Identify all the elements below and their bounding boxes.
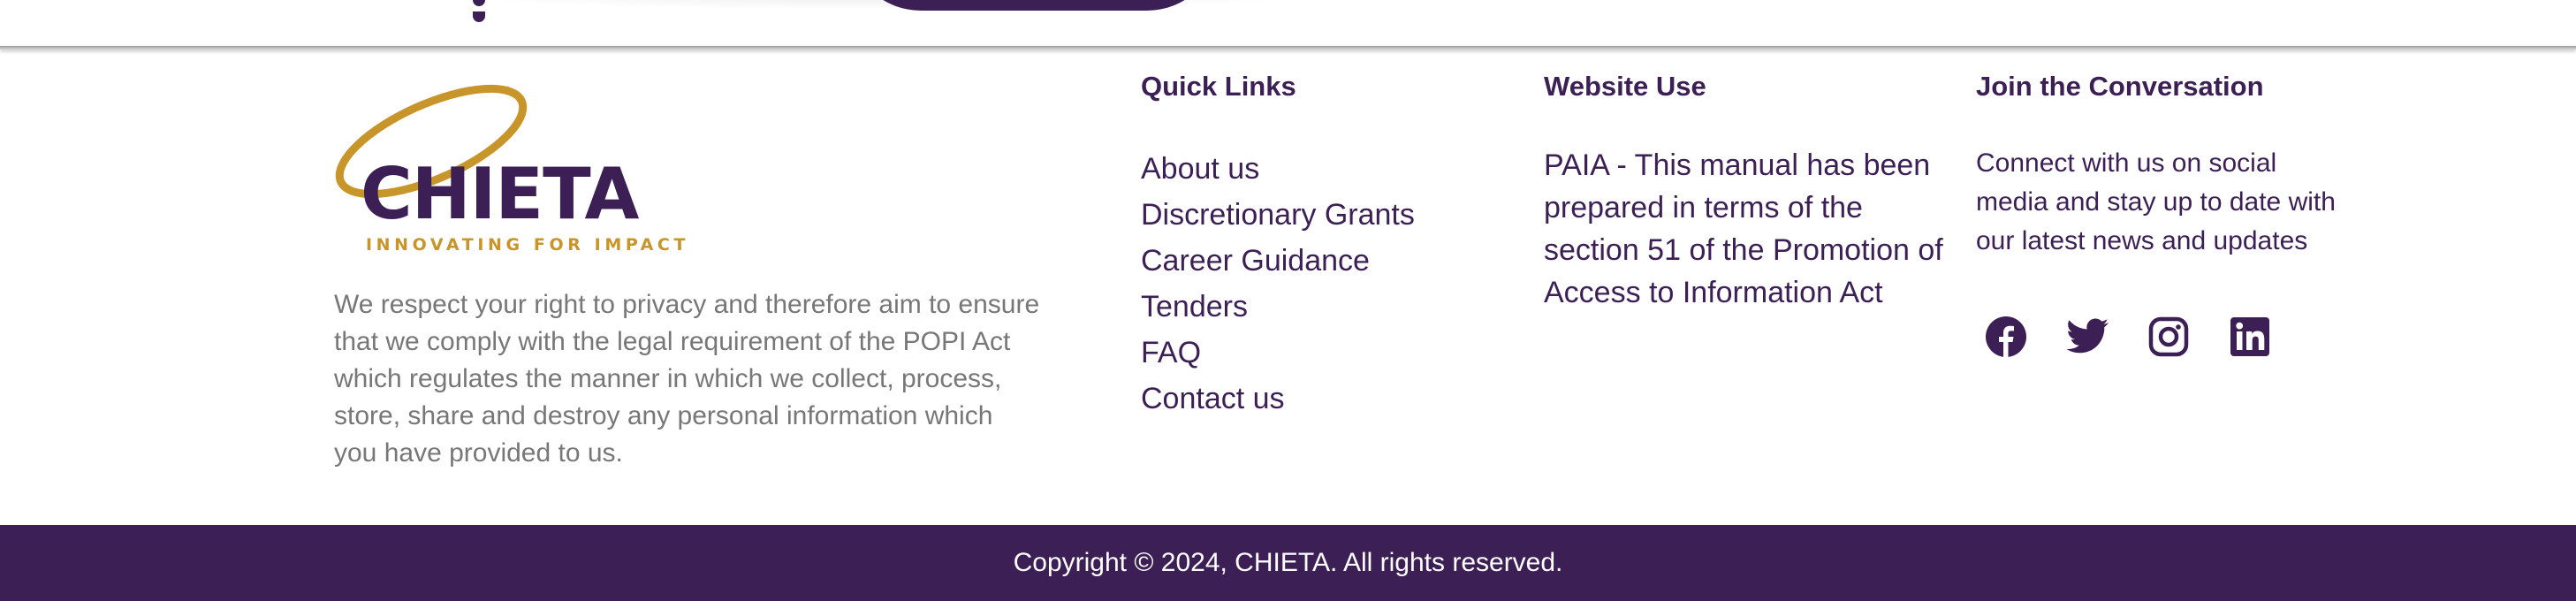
privacy-statement: We respect your right to privacy and the… <box>334 290 1040 468</box>
logo-wordmark: CHIETA <box>361 153 639 235</box>
quick-links-column: Quick Links About us Discretionary Grant… <box>1141 72 1512 422</box>
link-tenders[interactable]: Tenders <box>1141 290 1248 323</box>
social-description: Connect with us on social media and stay… <box>1976 148 2336 255</box>
link-faq[interactable]: FAQ <box>1141 336 1202 369</box>
chieta-logo[interactable]: CHIETA INNOVATING FOR IMPACT <box>334 64 685 254</box>
website-use-heading: Website Use <box>1544 71 1706 102</box>
twitter-icon[interactable] <box>2064 314 2110 360</box>
link-career-guidance[interactable]: Career Guidance <box>1141 244 1370 278</box>
footer-brand-column: CHIETA INNOVATING FOR IMPACT We respect … <box>334 64 1041 472</box>
quick-links-list: About us Discretionary Grants Career Gui… <box>1141 146 1512 422</box>
social-heading: Join the Conversation <box>1976 71 2264 102</box>
quick-links-heading: Quick Links <box>1141 71 1296 102</box>
copyright-text: Copyright © 2024, CHIETA. All rights res… <box>1013 548 1563 577</box>
website-use-column: Website Use PAIA - This manual has been … <box>1544 72 1959 314</box>
hero-bottom-edge <box>0 0 2576 48</box>
social-icons-row <box>1976 314 2347 360</box>
link-discretionary-grants[interactable]: Discretionary Grants <box>1141 198 1415 232</box>
link-contact-us[interactable]: Contact us <box>1141 382 1285 415</box>
link-about-us[interactable]: About us <box>1141 152 1260 186</box>
section-divider <box>0 46 2576 49</box>
paia-link[interactable]: PAIA - This manual has been prepared in … <box>1544 148 1943 309</box>
copyright-bar: Copyright © 2024, CHIETA. All rights res… <box>0 525 2576 601</box>
logo-tagline: INNOVATING FOR IMPACT <box>366 235 690 255</box>
social-column: Join the Conversation Connect with us on… <box>1976 72 2347 360</box>
hero-text-fragment <box>473 0 579 22</box>
linkedin-icon[interactable] <box>2227 314 2273 360</box>
logo-orbit-icon <box>335 84 528 199</box>
hero-shape <box>848 0 1220 11</box>
facebook-icon[interactable] <box>1983 314 2029 360</box>
site-footer: CHIETA INNOVATING FOR IMPACT We respect … <box>0 49 2576 525</box>
instagram-icon[interactable] <box>2146 314 2192 360</box>
